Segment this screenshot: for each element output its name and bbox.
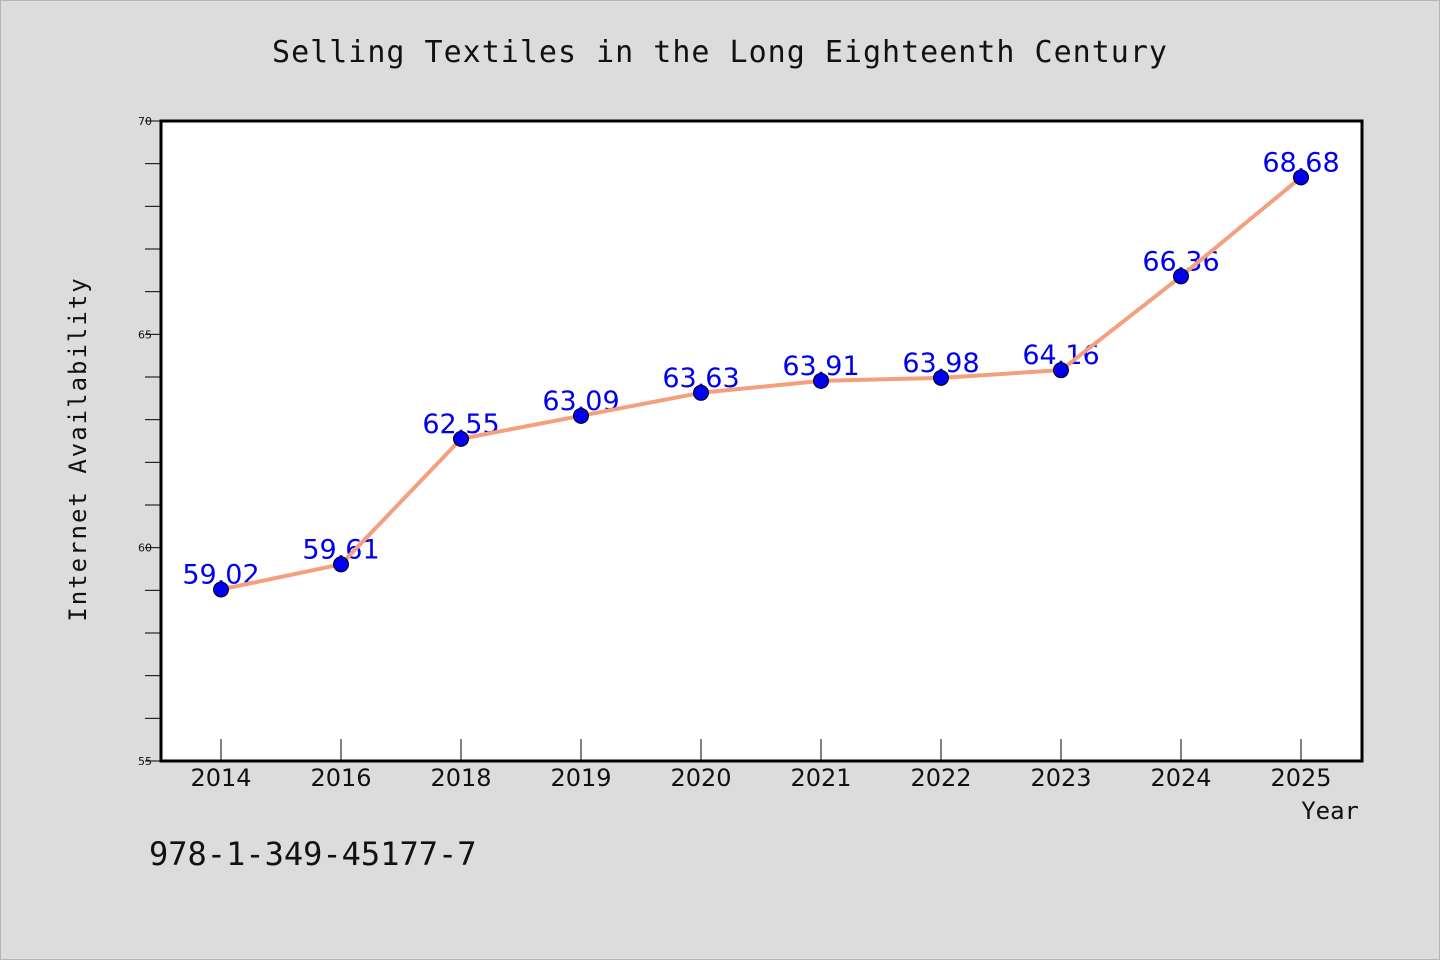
data-point: [1293, 169, 1309, 186]
x-tick-label: 2016: [310, 764, 371, 792]
x-tick-label: 2022: [910, 764, 971, 792]
x-tick-label: 2024: [1150, 764, 1211, 792]
data-point: [813, 372, 829, 389]
data-point: [693, 384, 709, 401]
data-point: [333, 556, 349, 573]
x-axis-label: Year: [1301, 797, 1359, 825]
data-point: [573, 407, 589, 424]
data-point: [453, 430, 469, 447]
x-tick-label: 2023: [1030, 764, 1091, 792]
y-tick-label: 55: [138, 755, 152, 768]
data-point: [213, 581, 229, 598]
data-point: [1173, 268, 1189, 285]
plot-area: [161, 121, 1362, 761]
data-point: [1053, 362, 1069, 379]
x-tick-label: 2014: [190, 764, 251, 792]
y-tick-label: 60: [138, 542, 152, 555]
x-axis-ticks: 2014 2016 2018 2019 2020 2021 2022 2023 2024 2025: [190, 739, 1332, 792]
x-tick-label: 2019: [550, 764, 611, 792]
y-axis-ticks: 55 60 65 70: [138, 115, 161, 768]
plot-frame: [159, 119, 1364, 763]
series-line: [219, 175, 1303, 592]
x-tick-label: 2018: [430, 764, 491, 792]
series-layer: [213, 169, 1309, 598]
x-tick-label: 2025: [1270, 764, 1331, 792]
y-tick-label: 65: [138, 328, 152, 341]
isbn-note: 978-1-349-45177-7: [149, 835, 477, 873]
x-tick-label: 2021: [790, 764, 851, 792]
chart-title: Selling Textiles in the Long Eighteenth …: [272, 35, 1168, 70]
y-tick-label: 70: [138, 115, 152, 128]
data-point: [933, 369, 949, 386]
x-tick-label: 2020: [670, 764, 731, 792]
